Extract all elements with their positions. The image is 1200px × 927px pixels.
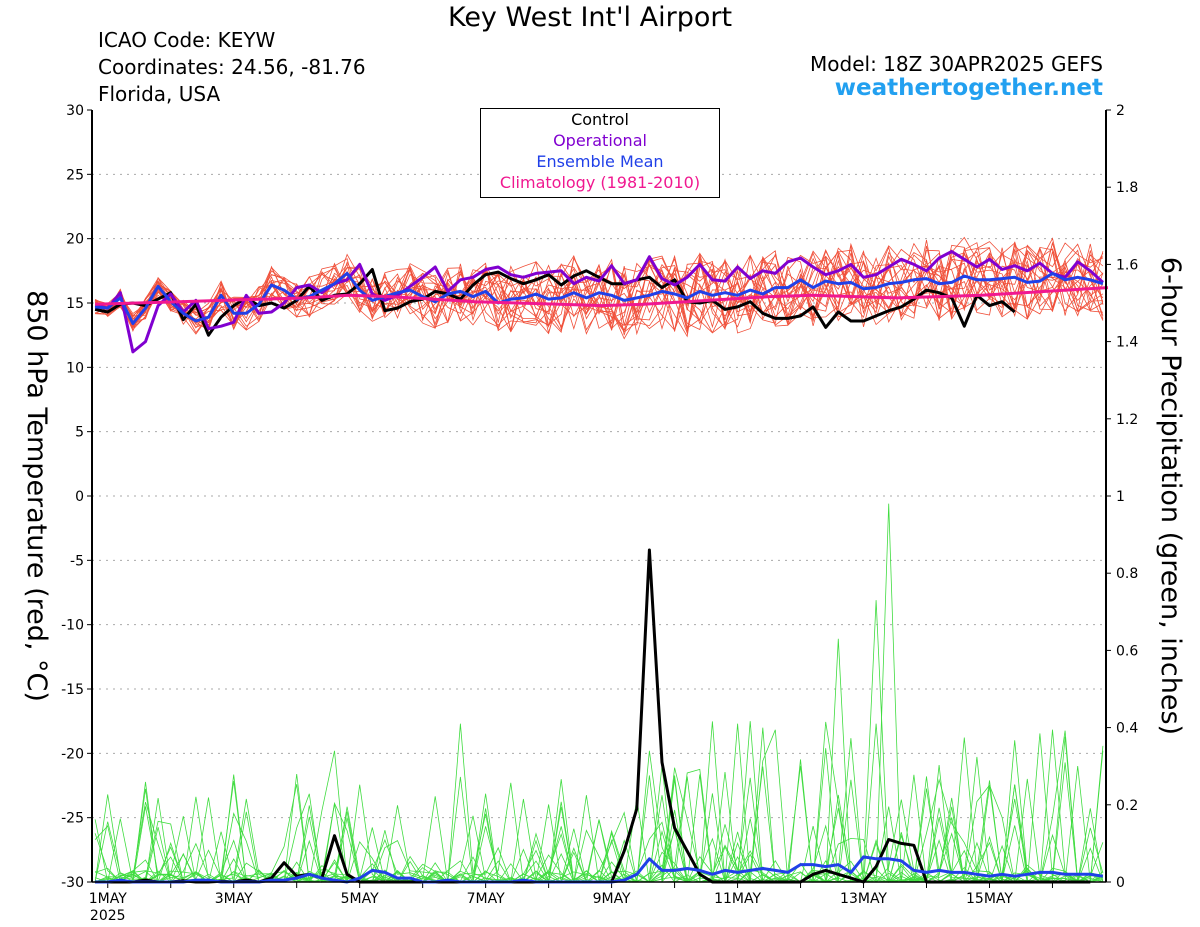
y-tick-label: -5 <box>70 553 84 569</box>
ensemble-temperature-line <box>94 239 1104 332</box>
ensemble-temperature-line <box>95 241 1104 334</box>
coordinates-label: Coordinates: 24.56, -81.76 <box>98 55 366 79</box>
x-tick-label: 1MAY <box>89 891 127 907</box>
legend-item-ensemble-mean: Ensemble Mean <box>536 152 664 171</box>
y-tick-label: -30 <box>61 875 84 891</box>
y-tick-label: 10 <box>66 360 84 376</box>
ensemble-precipitation-line <box>95 750 1103 883</box>
y-axis-title: 850 hPa Temperature (red, °C) <box>21 290 52 702</box>
x-tick-label: 3MAY <box>215 891 253 907</box>
x-tick-label: 13MAY <box>840 891 887 907</box>
y-tick-label: -15 <box>61 682 84 698</box>
x-tick-sublabel: 2025 <box>90 908 126 924</box>
ensemble-precipitation-line <box>95 723 1104 883</box>
y-tick-label: 15 <box>66 296 84 312</box>
y-tick-label: 5 <box>75 425 84 441</box>
x-tick-label: 11MAY <box>714 891 761 907</box>
y2-tick-label: 0.6 <box>1116 643 1138 659</box>
y2-tick-label: 0.4 <box>1116 721 1138 737</box>
ensemble-precipitation-line <box>94 750 1103 883</box>
ensemble-precipitation-line <box>95 748 1104 884</box>
ensemble-precipitation-line <box>94 729 1104 883</box>
x-tick-label: 9MAY <box>593 891 631 907</box>
ensemble-precipitation-line <box>94 781 1104 884</box>
legend-item-operational: Operational <box>553 131 647 150</box>
x-tick-label: 5MAY <box>341 891 379 907</box>
y2-tick-label: 0.8 <box>1116 566 1138 582</box>
ensemble-precipitation-line <box>94 774 1104 883</box>
ensemble-precipitation-line <box>94 737 1104 883</box>
y-tick-label: -25 <box>61 811 84 827</box>
chart-legend: Control Operational Ensemble Mean Climat… <box>480 108 720 198</box>
x-tick-label: 15MAY <box>966 891 1013 907</box>
chart-title: Key West Int'l Airport <box>447 2 733 33</box>
y2-tick-label: 1.2 <box>1116 412 1138 428</box>
icao-code-label: ICAO Code: KEYW <box>98 28 276 52</box>
y-tick-label: 30 <box>66 103 84 119</box>
y-tick-label: 25 <box>66 167 84 183</box>
ensemble-temperature-line <box>94 242 1104 335</box>
ensemble-precipitation-line <box>95 721 1104 883</box>
legend-item-climatology: Climatology (1981-2010) <box>499 173 701 192</box>
y-tick-label: 20 <box>66 232 84 248</box>
temperature-series-climatology- <box>95 286 1108 308</box>
y-tick-label: -20 <box>61 746 84 762</box>
ensemble-temperature-line <box>94 242 1103 340</box>
y2-tick-label: 2 <box>1116 103 1125 119</box>
region-label: Florida, USA <box>98 82 221 106</box>
temperature-series-operational <box>94 250 1104 354</box>
x-tick-label: 7MAY <box>467 891 505 907</box>
ensemble-precipitation-line <box>95 638 1104 883</box>
precipitation-series-control <box>95 548 1091 884</box>
legend-item-control: Control <box>571 110 629 129</box>
ensemble-precipitation-line <box>94 723 1103 883</box>
y2-tick-label: 1.4 <box>1116 335 1138 351</box>
y2-tick-label: 1.6 <box>1116 257 1138 273</box>
ensemble-precipitation-line <box>95 600 1104 884</box>
y2-tick-label: 1.8 <box>1116 180 1138 196</box>
y2-tick-label: 0 <box>1116 875 1125 891</box>
y2-axis-title: 6-hour Precipitation (green, inches) <box>1155 257 1186 735</box>
site-link[interactable]: weathertogether.net <box>834 75 1103 101</box>
model-run-label: Model: 18Z 30APR2025 GEFS <box>810 52 1103 76</box>
y2-tick-label: 0.2 <box>1116 798 1138 814</box>
y-tick-label: -10 <box>61 618 84 634</box>
y2-tick-label: 1 <box>1116 489 1125 505</box>
y-tick-label: 0 <box>75 489 84 505</box>
